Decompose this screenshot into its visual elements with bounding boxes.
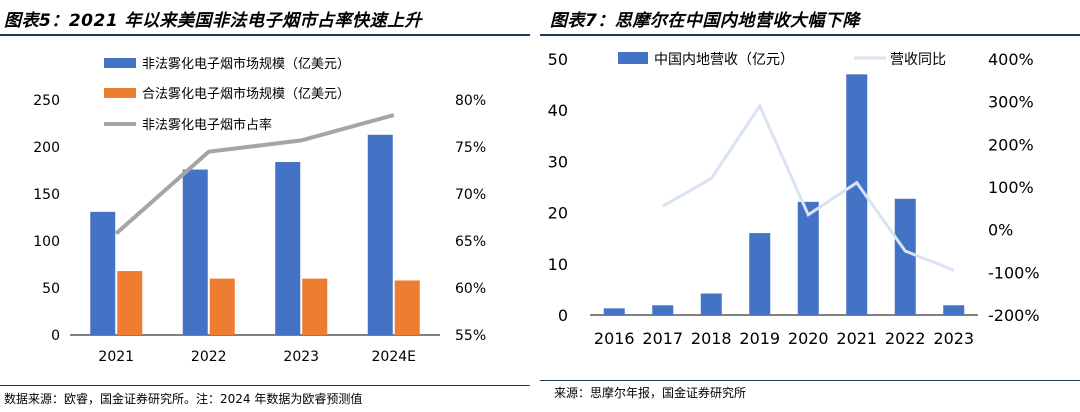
y-left-tick-label: 0 (51, 328, 60, 344)
left-title-divider (0, 34, 530, 36)
y-left-tick-label: 20 (548, 204, 568, 223)
bar-illicit-market-size (182, 169, 208, 335)
right-figure-panel: 图表7：思摩尔在中国内地营收大幅下降 0 10 20 30 40 50 -200% -100%… (540, 0, 1080, 412)
y-left-tick-label: 200 (33, 140, 60, 156)
y-right-tick-label: 55% (455, 328, 486, 344)
y-right-tick-label: 200% (988, 135, 1034, 154)
y-left-tick-label: 100 (33, 234, 60, 250)
bar-legal-market-size (302, 278, 328, 335)
bar-illicit-market-size (90, 211, 116, 335)
x-tick-label: 2021 (836, 329, 877, 348)
y-right-tick-label: 65% (455, 234, 486, 250)
legend-label-share: 非法雾化电子烟市占率 (142, 117, 272, 133)
right-source-note: 来源：思摩尔年报，国金证券研究所 (554, 386, 747, 400)
legend-label-illicit: 非法雾化电子烟市场规模（亿美元） (142, 56, 350, 72)
x-tick-label: 2019 (739, 329, 780, 348)
bar-legal-market-size (209, 278, 235, 335)
x-tick-label: 2022 (885, 329, 926, 348)
bar-mainland-revenue (894, 198, 916, 315)
right-chart: 0 10 20 30 40 50 -200% -100% 0% 100% 200% 300% 400% 2… (548, 50, 1040, 348)
x-tick-label: 2016 (594, 329, 635, 348)
right-title-divider (540, 34, 1080, 36)
left-chart: 0 50 100 150 200 250 55% 60% 65% 70% 75% 80% 2021 202… (33, 56, 486, 365)
x-tick-label: 2017 (642, 329, 683, 348)
y-right-tick-label: 70% (455, 187, 486, 203)
x-tick-label: 2023 (933, 329, 974, 348)
legend-label-revenue: 中国内地营收（亿元） (654, 52, 794, 68)
legend-swatch-illicit (104, 58, 136, 68)
y-right-tick-label: -100% (988, 263, 1040, 282)
bar-mainland-revenue (846, 74, 868, 315)
y-right-tick-label: 75% (455, 140, 486, 156)
y-right-tick-label: 100% (988, 178, 1034, 197)
left-source-note: 数据来源：欧睿，国金证券研究所。注：2024 年数据为欧睿预测值 (4, 392, 363, 406)
y-left-tick-label: 10 (548, 255, 568, 274)
y-right-tick-label: 60% (455, 281, 486, 297)
left-source-divider (0, 385, 530, 386)
left-figure-title: 图表5：2021 年以来美国非法电子烟市占率快速上升 (4, 11, 423, 31)
y-right-tick-label: 80% (455, 93, 486, 109)
x-tick-label: 2023 (283, 349, 319, 365)
y-left-tick-label: 50 (42, 281, 60, 297)
legend-label-yoy: 营收同比 (890, 52, 946, 68)
bar-mainland-revenue (749, 233, 771, 315)
y-left-tick-label: 50 (548, 50, 568, 69)
y-right-tick-label: -200% (988, 306, 1040, 325)
legend-swatch-legal (104, 88, 136, 98)
y-left-tick-label: 30 (548, 152, 568, 171)
y-right-tick-label: 400% (988, 50, 1034, 69)
x-tick-label: 2021 (98, 349, 134, 365)
bar-mainland-revenue (943, 305, 965, 315)
bar-illicit-market-size (367, 134, 393, 335)
y-right-tick-label: 0% (988, 221, 1013, 240)
x-tick-label: 2024E (372, 349, 416, 365)
right-figure-title: 图表7：思摩尔在中国内地营收大幅下降 (550, 11, 860, 31)
bar-mainland-revenue (603, 308, 625, 315)
y-left-tick-label: 40 (548, 101, 568, 120)
bar-mainland-revenue (652, 305, 674, 315)
bar-mainland-revenue (700, 293, 722, 315)
line-illicit-market-share (114, 113, 395, 235)
line-revenue-yoy (662, 102, 955, 272)
x-tick-label: 2022 (191, 349, 227, 365)
y-left-tick-label: 0 (558, 306, 568, 325)
y-right-tick-label: 300% (988, 93, 1034, 112)
right-source-divider (540, 380, 1080, 381)
y-left-tick-label: 250 (33, 93, 60, 109)
bar-legal-market-size (394, 280, 420, 335)
y-left-tick-label: 150 (33, 187, 60, 203)
bar-illicit-market-size (275, 162, 301, 335)
legend-label-legal: 合法雾化电子烟市场规模（亿美元） (142, 86, 350, 102)
left-figure-panel: 图表5：2021 年以来美国非法电子烟市占率快速上升 0 50 100 150 200 2… (0, 0, 530, 412)
x-tick-label: 2020 (788, 329, 829, 348)
x-tick-label: 2018 (691, 329, 732, 348)
bar-mainland-revenue (797, 201, 819, 315)
legend-swatch-revenue (618, 52, 648, 64)
bar-legal-market-size (117, 271, 143, 335)
